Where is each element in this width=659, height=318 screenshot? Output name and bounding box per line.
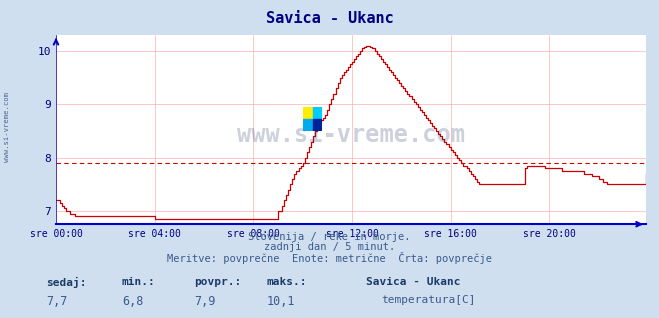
Bar	[302, 119, 312, 131]
Text: 6,8: 6,8	[122, 295, 143, 308]
Text: 10,1: 10,1	[267, 295, 295, 308]
Text: povpr.:: povpr.:	[194, 277, 242, 287]
Text: 7,7: 7,7	[46, 295, 67, 308]
Text: www.si-vreme.com: www.si-vreme.com	[237, 123, 465, 147]
Text: maks.:: maks.:	[267, 277, 307, 287]
Bar	[312, 107, 322, 119]
Text: Savica - Ukanc: Savica - Ukanc	[266, 11, 393, 26]
Text: Slovenija / reke in morje.: Slovenija / reke in morje.	[248, 232, 411, 242]
Text: temperatura[C]: temperatura[C]	[381, 295, 475, 305]
Text: 7,9: 7,9	[194, 295, 215, 308]
Text: Meritve: povprečne  Enote: metrične  Črta: povprečje: Meritve: povprečne Enote: metrične Črta:…	[167, 252, 492, 265]
Text: sedaj:: sedaj:	[46, 277, 86, 288]
Bar	[312, 119, 322, 131]
Text: zadnji dan / 5 minut.: zadnji dan / 5 minut.	[264, 242, 395, 252]
Bar	[302, 107, 312, 119]
Text: min.:: min.:	[122, 277, 156, 287]
Text: Savica - Ukanc: Savica - Ukanc	[366, 277, 460, 287]
Text: www.si-vreme.com: www.si-vreme.com	[3, 92, 10, 162]
